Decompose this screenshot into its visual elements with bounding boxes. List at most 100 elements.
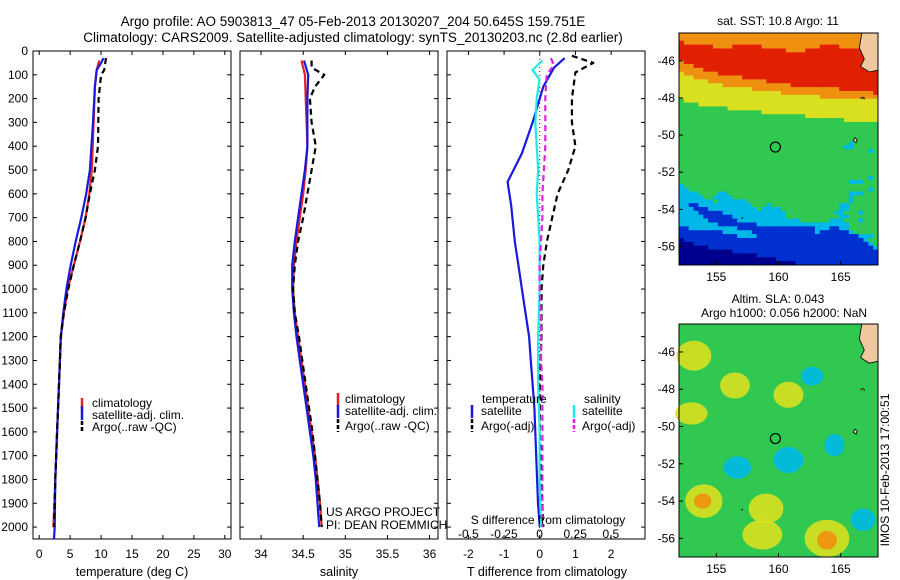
map-cell [800,160,806,165]
map-cell [829,75,835,80]
map-cell [834,492,840,497]
map-cell [810,476,816,482]
map-cell [708,52,714,57]
map-cell [683,472,690,478]
map-cell [771,388,777,394]
map-cell [829,172,835,177]
map-cell [800,400,806,405]
map-cell [722,427,728,432]
depth-tick-label: 1500 [1,401,28,415]
x-tick-label: 35 [339,547,353,561]
map-cell [698,230,704,235]
map-cell [708,472,714,478]
map-cell [722,149,728,154]
map-cell [790,67,796,73]
map-cell [814,71,821,76]
map-cell [727,339,733,344]
map-cell [858,75,864,80]
map-cell [814,388,821,394]
map-cell [756,253,762,258]
map-cell [853,226,859,231]
map-cell [708,245,714,250]
map-cell [824,488,830,493]
map-cell [873,396,879,401]
map-cell [848,52,855,57]
map-cell [771,434,777,439]
map-cell [790,83,796,88]
map-cell [795,335,801,340]
map-cell [732,222,738,227]
map-cell [834,381,840,386]
map-cell [863,404,869,409]
map-cell [712,33,719,38]
map-cell [785,36,792,42]
map-cell [722,350,728,355]
map-cell [853,152,859,158]
map-cell [679,442,685,447]
map-cell [868,408,874,413]
map-cell [771,145,777,150]
map-cell [795,145,801,150]
map-cell [751,172,758,177]
map-cell [810,438,816,443]
map-cell [698,156,704,161]
map-cell [683,36,690,42]
map-cell [844,195,850,200]
map-cell [810,446,816,451]
map-cell [800,176,806,181]
map-cell [785,226,792,231]
map-cell [698,63,704,69]
map-cell [771,461,777,466]
map-cell [853,419,859,424]
map-cell [800,495,806,501]
map-cell [756,67,762,73]
map-cell [848,377,855,382]
map-cell [848,67,855,73]
map-cell [766,354,772,359]
map-cell [703,145,709,150]
map-cell [853,207,859,212]
map-cell [746,129,753,134]
map-cell [712,526,719,531]
map-cell [795,346,801,352]
map-cell [712,411,719,417]
map-cell [722,210,728,216]
map-cell [790,430,796,436]
map-cell [703,141,709,146]
legend-label-s-satellite: satellite [582,404,623,418]
map-cell [814,48,821,53]
map-cell [810,176,816,181]
map-cell [746,137,753,142]
map-cell [824,91,830,96]
map-cell [712,195,719,200]
map-cell [683,237,690,243]
map-cell [688,63,694,69]
map-cell [742,106,748,111]
map-cell [810,237,816,243]
map-cell [844,241,850,247]
map-cell [839,503,845,508]
map-cell [795,530,801,535]
map-cell [712,253,719,258]
map-cell [780,176,787,181]
map-cell [824,48,830,53]
map-cell [732,94,738,100]
map-cell [727,125,733,131]
map-cell [771,423,777,428]
map-cell [712,404,719,409]
map-cell [722,91,728,96]
map-cell [776,442,782,447]
map-cell [722,339,728,344]
map-cell [780,218,787,223]
map-cell [683,218,690,223]
map-cell [839,210,845,216]
map-cell [708,48,714,53]
lat-tick-label: -50 [658,128,676,142]
map-cell [761,48,767,53]
map-cell [683,121,690,127]
map-cell [819,446,826,451]
map-cell [839,145,845,150]
map-cell [863,392,869,397]
map-cell [873,179,879,185]
map-cell [776,423,782,428]
